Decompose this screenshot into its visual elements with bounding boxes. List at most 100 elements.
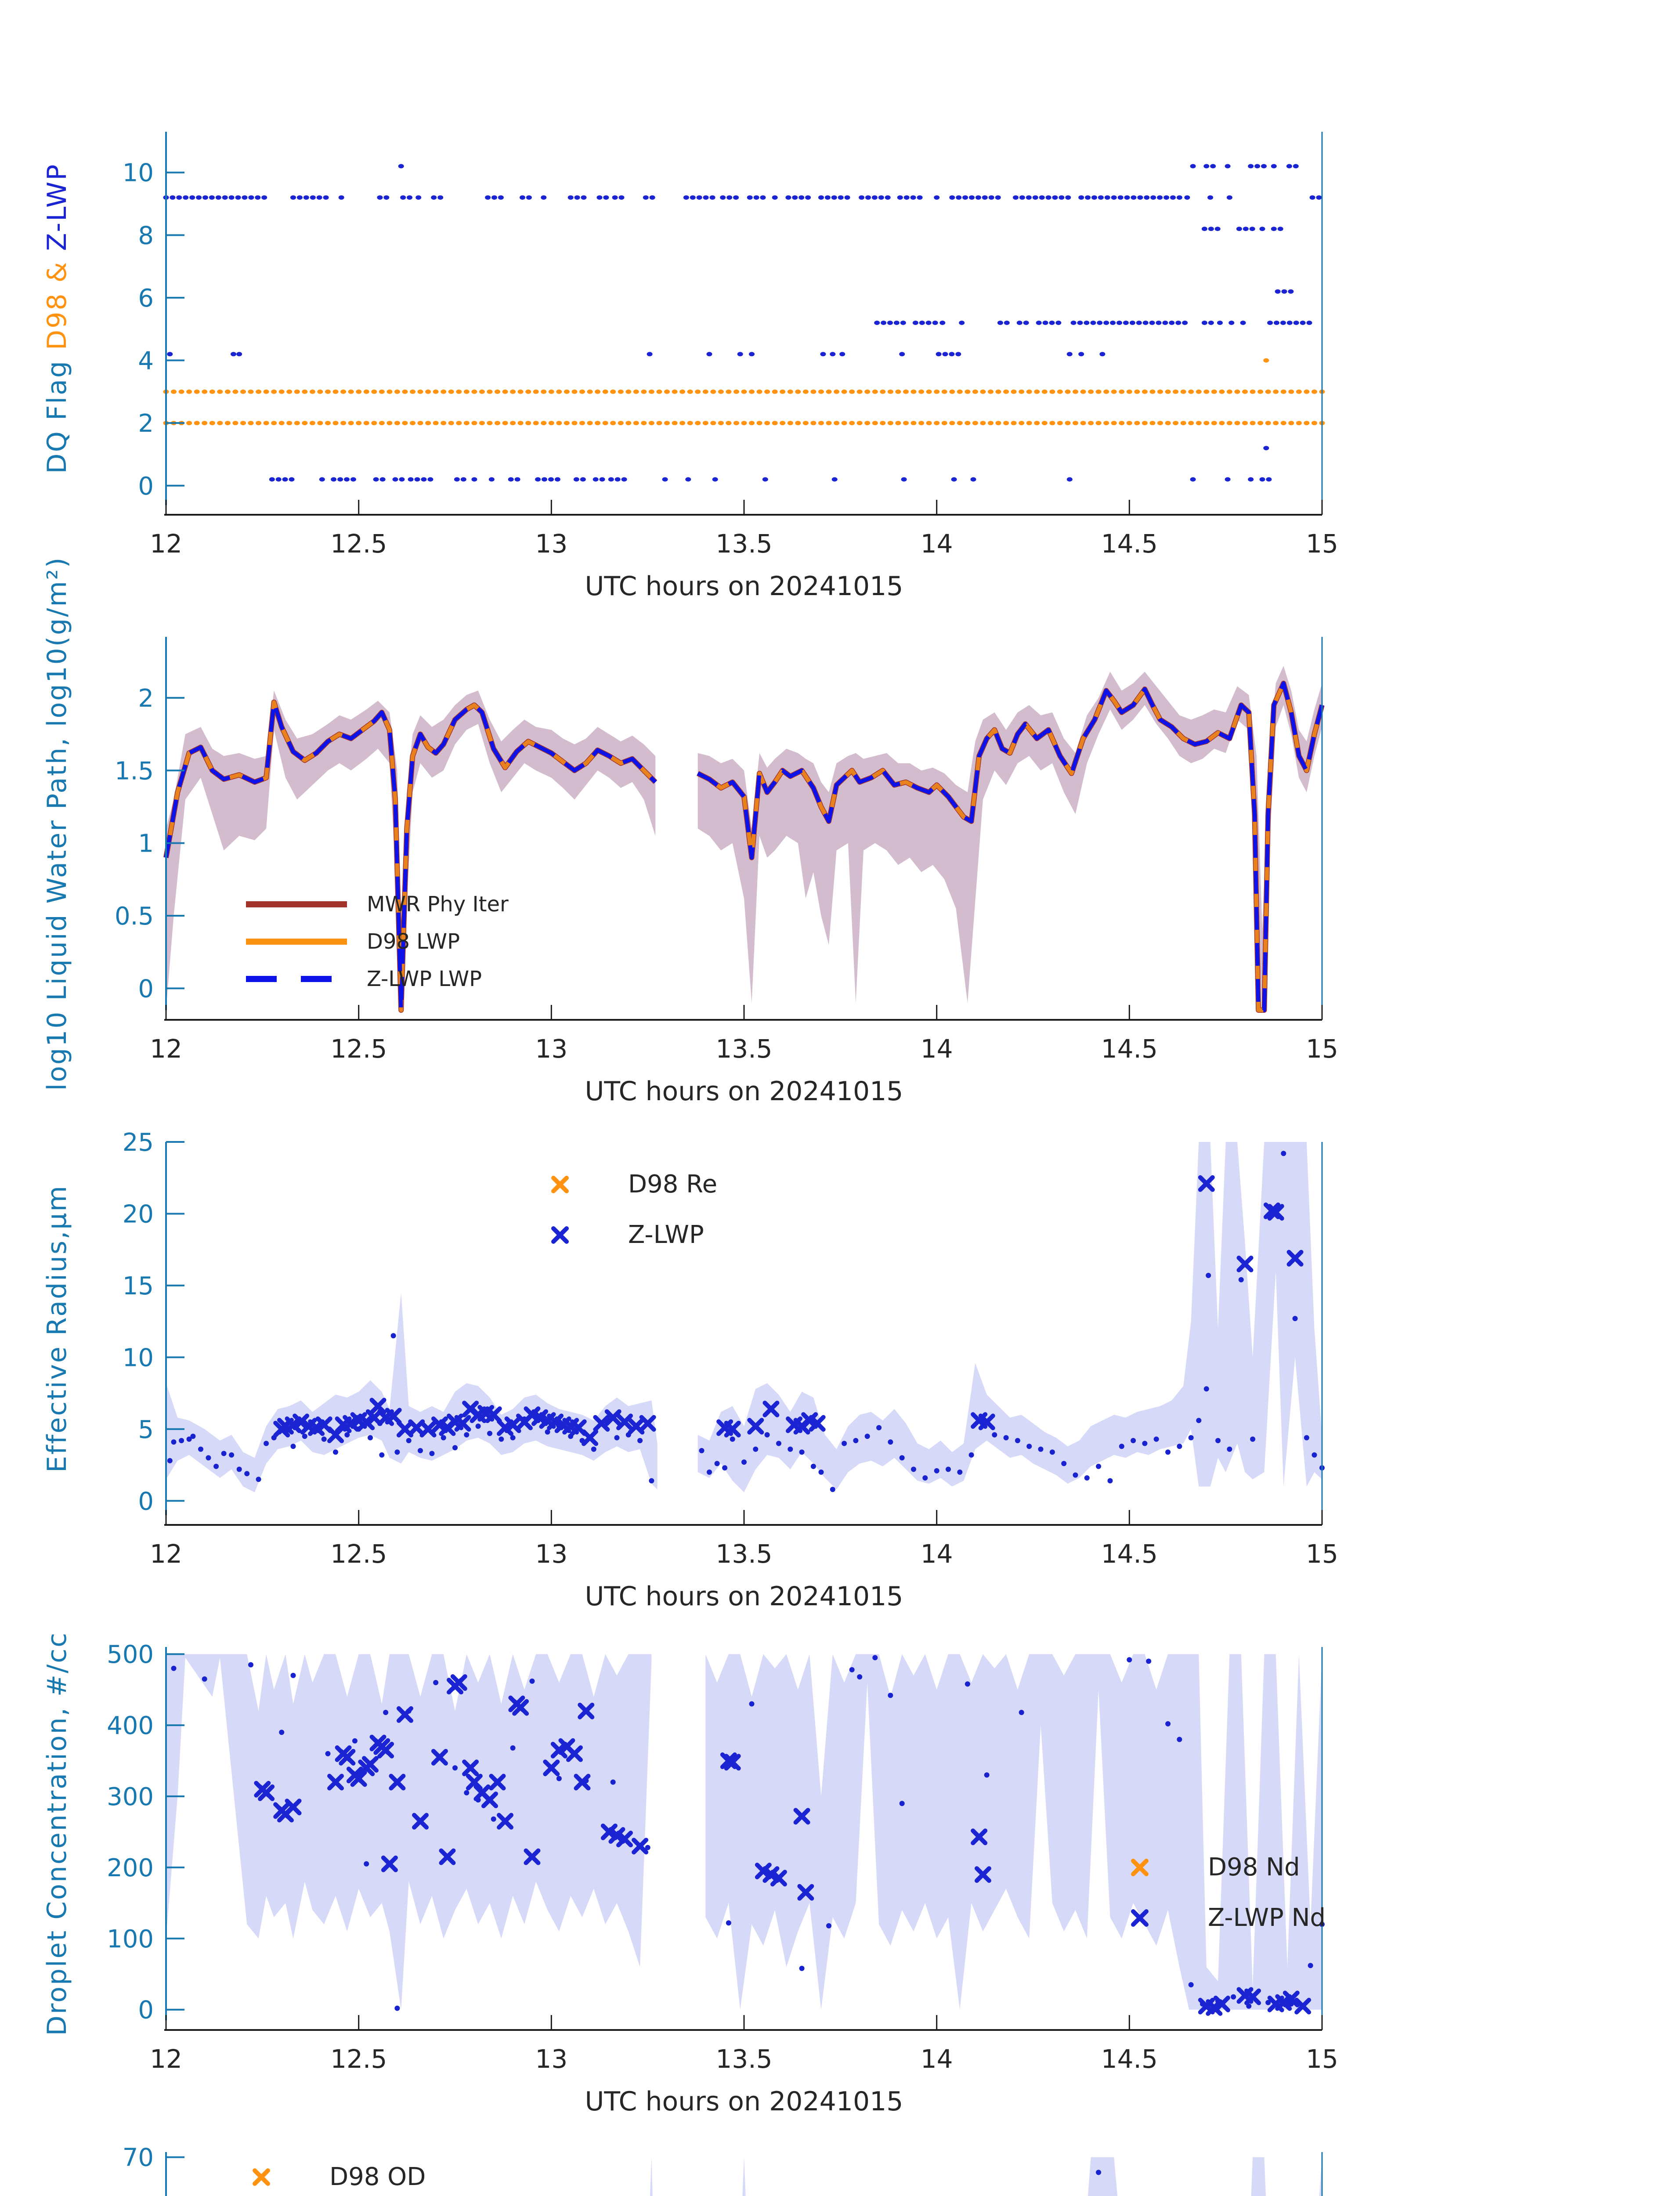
x-marker <box>593 1415 610 1432</box>
flag-dot <box>1162 321 1168 325</box>
x-marker <box>439 1848 456 1865</box>
x-tick-label: 12.5 <box>330 1539 387 1569</box>
flag-dot <box>348 421 354 426</box>
flag-dot <box>1057 421 1063 426</box>
flag-dot <box>1111 195 1117 200</box>
x-tick-label: 12.5 <box>330 529 387 559</box>
flag-dot <box>1099 352 1106 357</box>
flag-dot <box>595 421 601 426</box>
flag-dot <box>402 389 408 394</box>
data-dot <box>510 1745 516 1751</box>
flag-dot <box>925 321 932 325</box>
flag-dot <box>830 352 836 357</box>
flag-dot <box>887 389 893 394</box>
flag-dot <box>918 389 925 394</box>
y-tick-label: 25 <box>123 1128 154 1157</box>
flag-dot <box>864 389 871 394</box>
flag-dot <box>410 421 415 426</box>
x-marker <box>369 1398 387 1415</box>
x-marker <box>551 1176 569 1193</box>
data-dot <box>730 1436 735 1442</box>
flag-dot <box>1286 164 1292 169</box>
x-marker <box>497 1813 514 1830</box>
data-dot <box>1250 1436 1256 1442</box>
flag-dot <box>1243 227 1249 231</box>
flag-dot <box>302 421 308 426</box>
flag-dot <box>1165 389 1171 394</box>
data-dot <box>171 1439 177 1445</box>
flag-dot <box>703 195 709 200</box>
flag-dot <box>502 389 508 394</box>
flag-dot <box>1157 389 1163 394</box>
flag-dot <box>242 195 248 200</box>
flag-dot <box>456 421 462 426</box>
flag-dot <box>785 195 791 200</box>
flag-dot <box>690 195 696 200</box>
flag-dot <box>749 421 755 426</box>
flag-dot <box>859 195 865 200</box>
flag-dot <box>1142 421 1148 426</box>
data-dot <box>244 1471 250 1477</box>
flag-dot <box>1023 321 1029 325</box>
flag-dot <box>1103 389 1109 394</box>
x-marker <box>793 1808 810 1825</box>
flag-dot <box>647 352 653 357</box>
flag-dot <box>1311 421 1317 426</box>
flag-dot <box>1111 421 1117 426</box>
uncertainty-band <box>166 1654 652 2010</box>
flag-dot <box>787 421 793 426</box>
flag-dot <box>1182 321 1188 325</box>
flag-dot <box>371 421 377 426</box>
flag-dot <box>520 195 525 200</box>
flag-dot <box>1055 321 1062 325</box>
flag-dot <box>995 195 1001 200</box>
flag-dot <box>1095 389 1102 394</box>
x-marker <box>361 1756 379 1773</box>
flag-dot <box>969 195 975 200</box>
flag-dot <box>1034 389 1040 394</box>
data-dot <box>452 1445 458 1451</box>
flag-dot <box>1309 195 1315 200</box>
data-dot <box>464 1790 470 1795</box>
flag-dot <box>1117 195 1124 200</box>
flag-dot <box>1157 195 1163 200</box>
flag-dot <box>556 421 562 426</box>
data-dot <box>1311 1452 1317 1458</box>
flag-dot <box>1242 389 1248 394</box>
data-dot <box>872 1655 878 1661</box>
flag-dot <box>762 477 768 482</box>
flag-dot <box>903 389 909 394</box>
flag-dot <box>454 477 460 482</box>
data-dot <box>1231 1994 1236 2000</box>
data-dot <box>1049 1449 1055 1455</box>
x-marker <box>971 1828 988 1846</box>
flag-dot <box>1019 389 1025 394</box>
data-dot <box>1003 1435 1009 1441</box>
flag-dot <box>1211 421 1217 426</box>
x-marker <box>724 1420 741 1438</box>
data-dot <box>1188 1435 1194 1441</box>
flag-dot <box>202 421 208 426</box>
flag-dot <box>1103 321 1109 325</box>
x-marker <box>582 1429 599 1446</box>
data-dot <box>1165 1721 1171 1726</box>
flag-dot <box>856 421 863 426</box>
y-axis-label: log10 Liquid Water Path, log10(g/m²) <box>42 556 72 1091</box>
flag-dot <box>959 321 965 325</box>
flag-dot <box>841 421 847 426</box>
x-marker <box>327 1773 344 1791</box>
x-marker <box>385 1408 402 1425</box>
flag-dot <box>957 421 963 426</box>
flag-dot <box>951 477 957 482</box>
flag-dot <box>871 195 878 200</box>
flag-dot <box>1184 195 1190 200</box>
flag-dot <box>356 389 362 394</box>
x-tick-label: 13 <box>535 1539 567 1569</box>
series-line-z-lwp-lwp <box>164 681 1324 1012</box>
data-dot <box>352 1738 358 1744</box>
flag-dot <box>910 195 916 200</box>
flag-dot <box>956 195 962 200</box>
data-dot <box>1131 1438 1136 1443</box>
flag-dot <box>1273 421 1279 426</box>
flag-dot <box>1111 389 1117 394</box>
